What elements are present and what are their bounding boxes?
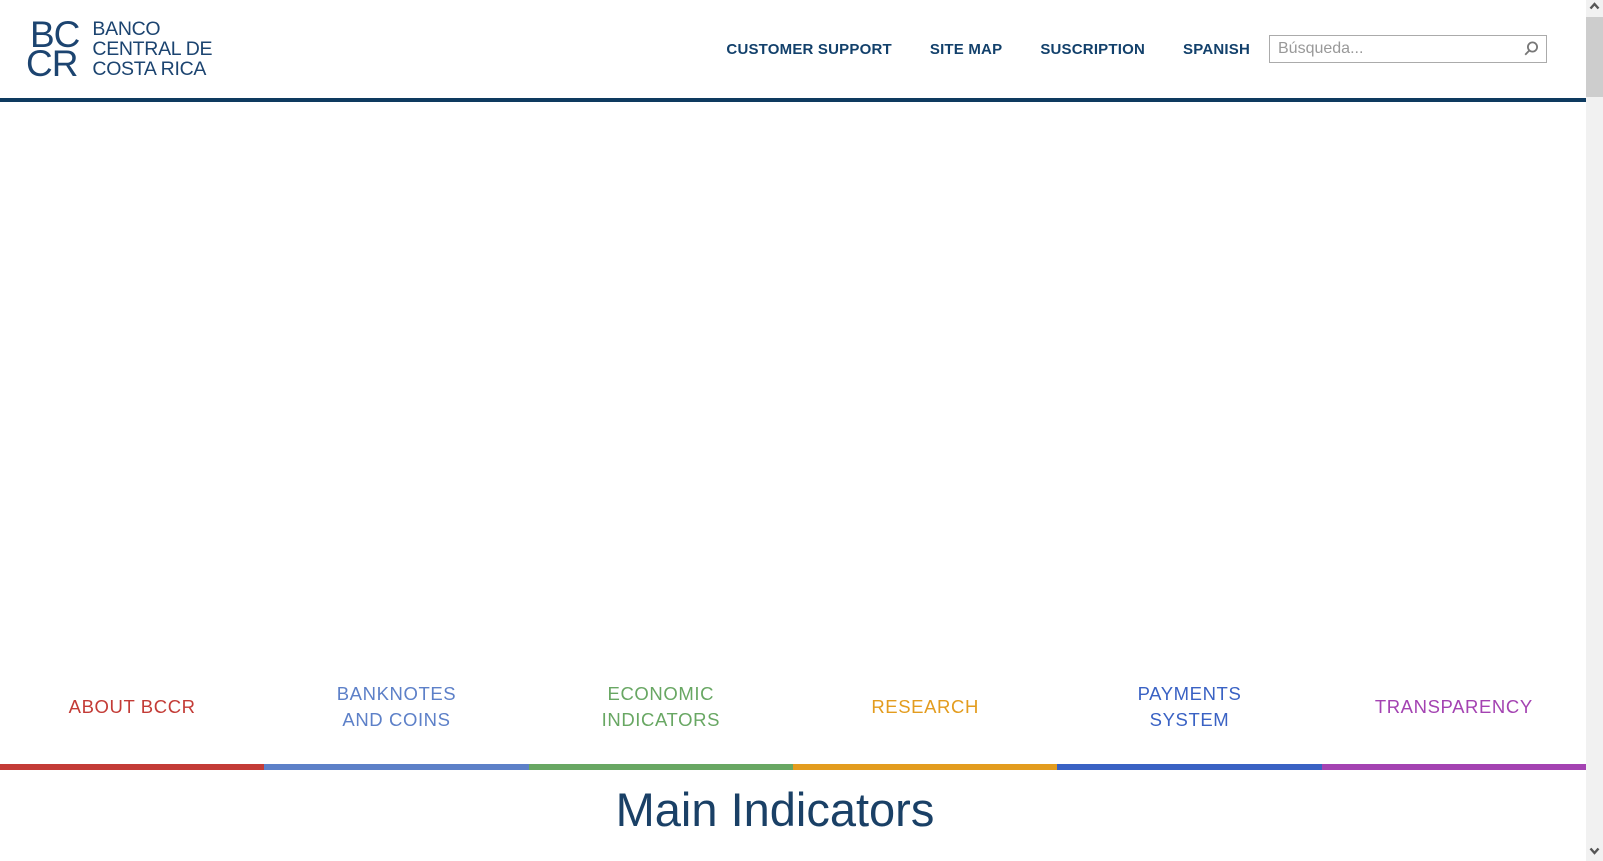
category-color-bar xyxy=(1321,764,1586,770)
bccr-logo[interactable]: BC CR BANCO CENTRAL DE COSTA RICA xyxy=(26,14,213,82)
main-heading-wrap: Main Indicators xyxy=(0,782,1550,837)
category-nav-item-research[interactable]: RESEARCH xyxy=(792,658,1058,770)
category-nav-item-transparency[interactable]: TRANSPARENCY xyxy=(1321,658,1586,770)
nav-spanish[interactable]: SPANISH xyxy=(1183,40,1250,58)
category-nav: ABOUT BCCR BANKNOTES AND COINS ECONOMIC INDI… xyxy=(0,658,1586,770)
category-label-line: ECONOMIC xyxy=(607,683,715,704)
scroll-down-button[interactable] xyxy=(1586,844,1603,861)
search-icon[interactable] xyxy=(1520,38,1542,60)
logo-mark-line1: BC xyxy=(30,14,80,55)
category-color-bar xyxy=(792,764,1058,770)
category-label-line: ABOUT BCCR xyxy=(68,696,196,717)
category-nav-item-payments-system[interactable]: PAYMENTS SYSTEM xyxy=(1057,658,1322,770)
scrollbar-thumb[interactable] xyxy=(1586,17,1603,97)
category-nav-item-about-bccr[interactable]: ABOUT BCCR xyxy=(0,658,265,770)
chevron-down-icon xyxy=(1588,844,1601,861)
category-color-bar xyxy=(0,764,265,770)
nav-customer-support[interactable]: CUSTOMER SUPPORT xyxy=(726,40,892,58)
category-color-bar xyxy=(264,764,529,770)
site-header: BC CR BANCO CENTRAL DE COSTA RICA CUSTOM… xyxy=(0,0,1586,102)
category-nav-item-economic-indicators[interactable]: ECONOMIC INDICATORS xyxy=(528,658,793,770)
category-color-bar xyxy=(1057,764,1322,770)
category-label-line: TRANSPARENCY xyxy=(1374,696,1533,717)
hero-empty-region xyxy=(0,102,1586,658)
category-label-line: AND COINS xyxy=(342,709,451,730)
bccr-logo-mark: BC CR xyxy=(26,14,80,82)
category-label-line: RESEARCH xyxy=(871,696,979,717)
nav-suscription[interactable]: SUSCRIPTION xyxy=(1040,40,1146,58)
logo-name-line3: COSTA RICA xyxy=(92,58,207,80)
logo-name-line2: CENTRAL DE xyxy=(92,38,213,60)
chevron-up-icon xyxy=(1588,0,1601,18)
category-label-line: SYSTEM xyxy=(1149,709,1230,730)
category-nav-item-banknotes-and-coins[interactable]: BANKNOTES AND COINS xyxy=(264,658,529,770)
page-title: Main Indicators xyxy=(615,783,935,836)
top-nav: CUSTOMER SUPPORT SITE MAP SUSCRIPTION SP… xyxy=(726,41,1250,58)
nav-site-map[interactable]: SITE MAP xyxy=(929,40,1003,58)
category-label-line: BANKNOTES xyxy=(336,683,457,704)
search-input[interactable] xyxy=(1270,36,1520,62)
bccr-logo-name: BANCO CENTRAL DE COSTA RICA xyxy=(92,19,212,79)
scroll-up-button[interactable] xyxy=(1586,0,1603,17)
category-color-bar xyxy=(528,764,793,770)
search-box xyxy=(1269,35,1547,63)
logo-name-line1: BANCO xyxy=(92,18,161,40)
logo-mark-line2: CR xyxy=(26,43,78,84)
category-label-line: PAYMENTS xyxy=(1137,683,1242,704)
vertical-scrollbar[interactable] xyxy=(1586,0,1603,861)
category-label-line: INDICATORS xyxy=(601,709,721,730)
